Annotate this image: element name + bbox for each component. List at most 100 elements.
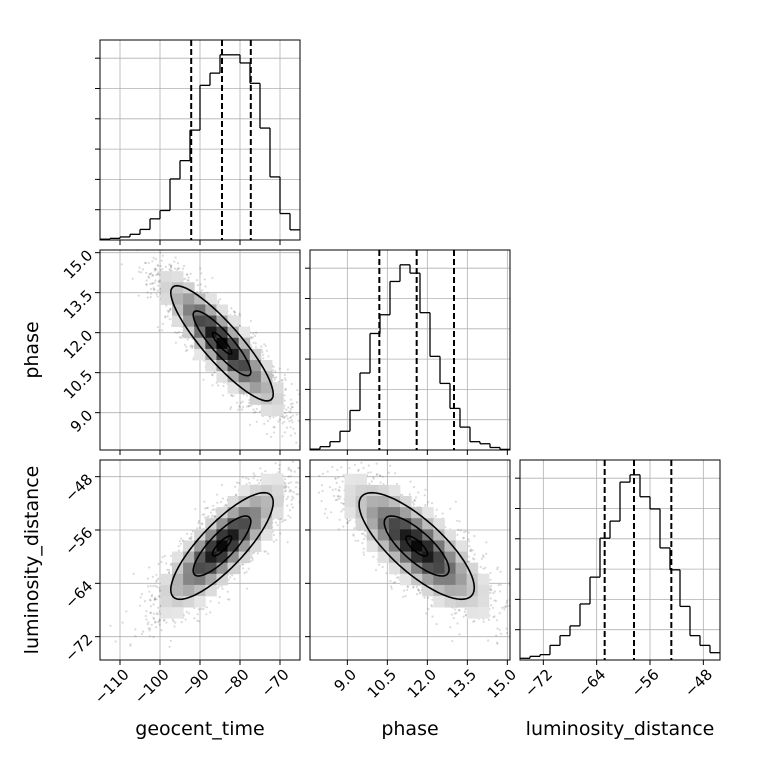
sample-point [284,478,287,481]
density-cell [272,404,284,416]
density-cell [194,337,206,350]
sample-point [227,578,230,581]
sample-point [158,620,161,623]
sample-point [184,618,187,621]
sample-point [152,287,155,290]
sample-point [169,308,172,311]
sample-point [211,514,214,517]
sample-point [170,265,173,268]
sample-point [185,610,188,614]
sample-point [219,298,222,301]
sample-point [250,554,253,557]
sample-point [168,263,171,266]
sample-point [301,477,303,479]
density-cell [260,382,273,394]
sample-point [151,274,154,277]
sample-point [173,260,176,263]
sample-point [284,518,287,522]
density-cell [205,360,217,372]
sample-point [291,402,294,405]
density-cell [194,304,206,316]
density-cell [205,315,217,328]
sample-point [315,442,317,444]
sample-point [165,621,168,624]
sample-point [173,625,176,628]
sample-point [238,404,241,408]
sample-point [190,346,194,349]
sample-point [297,457,299,459]
sample-point [289,426,292,429]
sample-point [290,382,293,386]
density-cell [205,304,217,316]
sample-point [201,289,204,292]
sample-point [168,268,171,271]
x-tick-label: −48 [681,666,716,701]
sample-point [178,267,181,270]
density-cell [227,360,240,372]
sample-point [206,291,209,294]
sample-point [187,612,191,615]
sample-point [232,394,235,398]
sample-point [176,267,179,270]
sample-point [167,311,170,314]
sample-point [291,406,294,409]
sample-point [294,486,298,489]
sample-point [203,513,206,516]
sample-point [179,542,182,545]
sample-point [211,276,214,280]
sample-point [264,550,267,553]
density-cell [183,304,195,316]
sample-point [169,265,172,268]
sample-point [254,410,257,413]
sample-point [209,600,212,603]
sample-point [154,258,157,261]
sample-point [145,283,148,286]
sample-point [250,404,253,407]
density-cell [227,326,240,339]
sample-point [183,343,186,346]
sample-point [151,274,155,277]
sample-point [262,353,265,356]
sample-point [283,399,286,402]
sample-point [289,488,292,491]
sample-point [289,408,292,411]
sample-point [291,495,294,498]
sample-point [158,588,162,592]
sample-point [157,284,160,287]
sample-point [153,281,156,284]
sample-point [272,540,275,543]
sample-point [125,610,128,613]
sample-point [174,621,177,624]
sample-point [314,466,316,468]
sample-point [263,422,266,425]
sample-point [291,460,294,463]
sample-point [271,530,275,533]
y-tick-label: 13.5 [60,286,96,322]
sample-point [251,336,254,339]
sample-point [241,400,244,403]
sample-point [186,348,189,351]
sample-point [242,563,245,566]
sample-point [147,621,150,624]
sample-point [186,338,189,341]
sample-point [242,405,245,409]
sample-point [148,590,151,593]
sample-point [188,537,191,540]
sample-point [149,272,152,276]
density-cell [160,293,173,305]
sample-point [267,552,270,555]
sample-point [262,357,265,360]
sample-point [165,304,168,307]
sample-point [158,618,161,621]
sample-point [248,405,251,408]
sample-point [129,644,132,647]
sample-point [189,537,192,540]
sample-point [289,475,292,478]
sample-point [176,331,179,334]
sample-point [254,342,257,345]
sample-point [201,513,204,516]
sample-point [258,410,262,413]
density-cell [172,304,184,316]
sample-point [169,564,173,567]
sample-point [302,478,304,480]
